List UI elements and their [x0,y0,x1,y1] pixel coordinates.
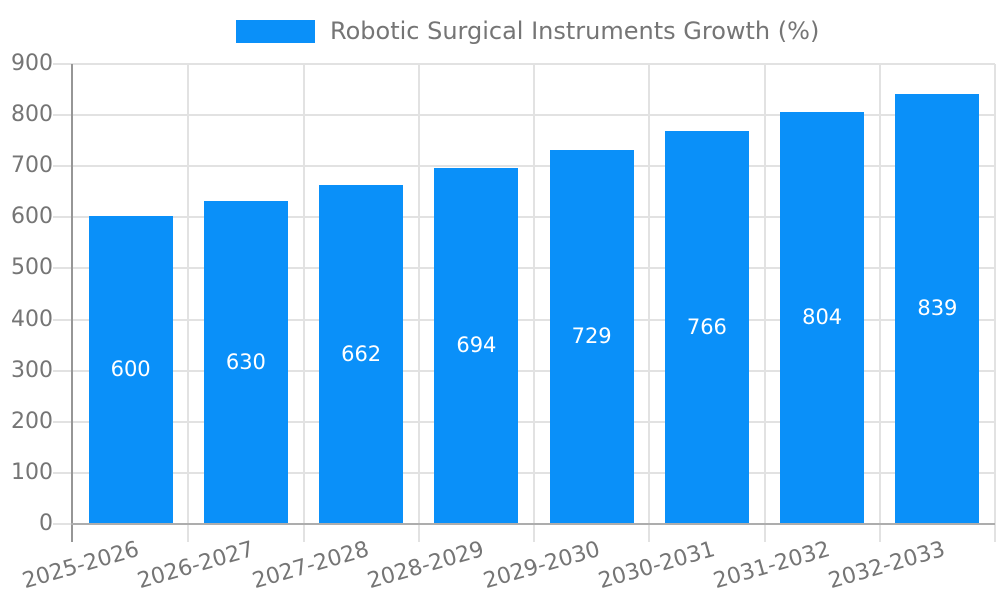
bar[interactable]: 694 [434,168,519,523]
bar-value-label: 630 [225,349,266,374]
gridline-h [53,267,995,270]
bar[interactable]: 600 [88,216,173,523]
y-tick-label: 100 [11,459,53,485]
y-tick-label: 200 [11,408,53,434]
bar[interactable]: 630 [203,201,288,523]
bar[interactable]: 804 [780,112,865,523]
bar[interactable]: 662 [319,185,404,523]
bar[interactable]: 766 [664,131,749,523]
gridline-v [994,64,996,542]
gridline-v [302,64,305,542]
gridline-v [187,64,190,542]
gridline-h [53,471,995,474]
y-tick-label: 600 [11,204,53,230]
plot-area: 600 630 662 694 729 766 804 839 [53,63,996,542]
legend-label[interactable]: Robotic Surgical Instruments Growth (%) [330,17,820,45]
y-tick-label: 700 [11,153,53,179]
y-axis-tick [53,523,71,525]
bar-value-label: 694 [456,333,497,357]
bar-value-label: 662 [341,341,382,366]
y-tick-label: 400 [11,306,53,332]
y-tick-label: 500 [11,255,53,281]
gridline-h [53,216,995,219]
bar-value-label: 766 [686,314,727,339]
gridline-h [53,63,995,66]
bar-value-label: 729 [571,324,612,348]
legend-swatch[interactable] [236,20,315,43]
gridline-v [763,64,766,542]
y-tick-label: 300 [11,357,53,383]
gridline-h [53,369,995,372]
gridline-v [878,64,881,542]
gridline-v [533,64,535,542]
y-axis-line [71,64,73,542]
legend[interactable]: Robotic Surgical Instruments Growth (%) [236,17,820,45]
gridline-v [648,64,651,542]
gridline-v [417,64,420,542]
gridline-h [53,318,995,321]
bar-value-label: 600 [110,357,151,381]
x-axis-line [71,523,995,525]
gridline-h [53,114,995,117]
bar-value-label: 839 [917,296,958,320]
bar[interactable]: 839 [895,94,980,523]
y-tick-label: 0 [39,511,53,536]
y-tick-label: 800 [11,102,53,128]
bar[interactable]: 729 [549,150,634,523]
gridline-h [53,420,995,423]
y-tick-label: 900 [11,51,53,76]
gridline-h [53,165,995,168]
bar-value-label: 804 [802,305,843,329]
